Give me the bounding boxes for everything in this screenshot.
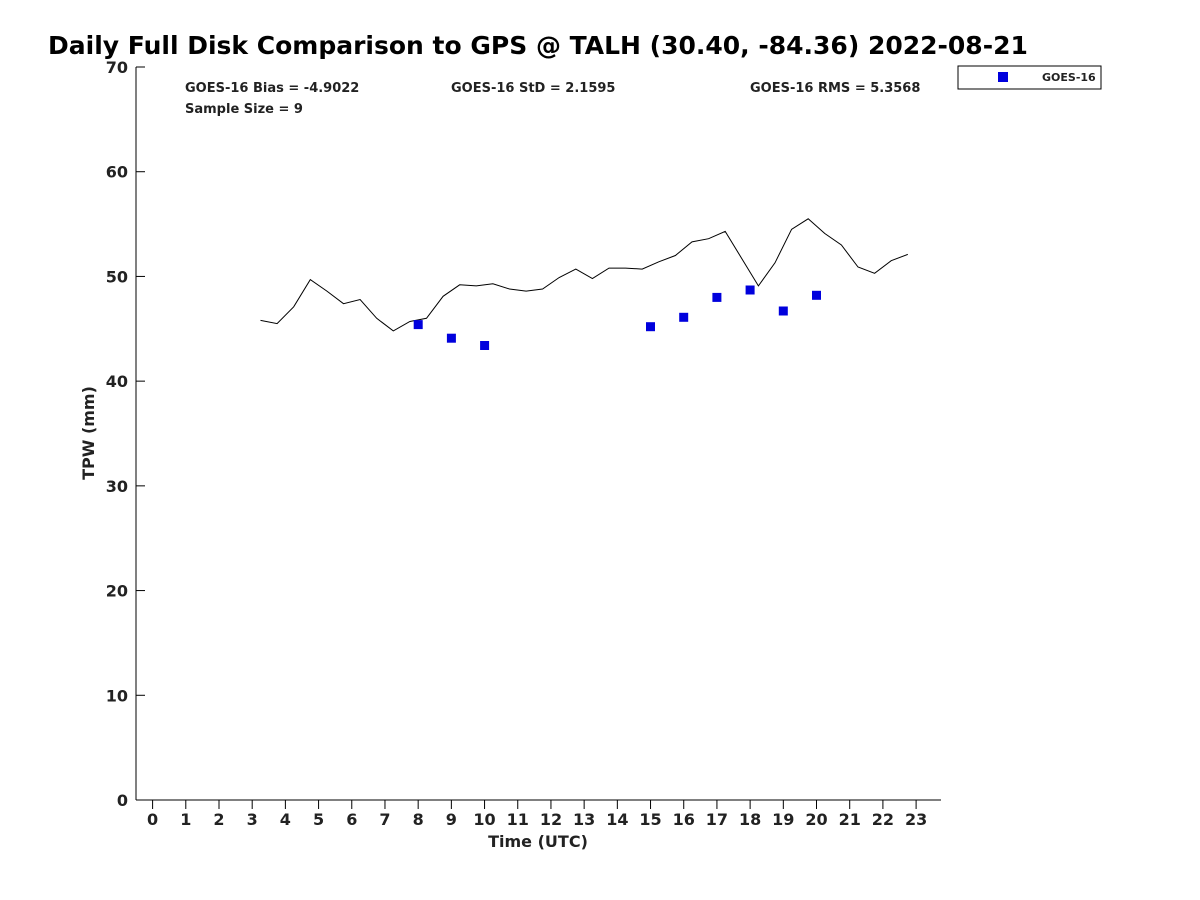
x-tick-label: 11: [507, 810, 529, 829]
x-tick-label: 20: [805, 810, 827, 829]
goes-16-point: [712, 292, 722, 302]
x-tick-label: 23: [905, 810, 927, 829]
bias-stat: GOES-16 Bias = -4.9022: [185, 81, 359, 96]
x-tick-label: 1: [180, 810, 191, 829]
legend-marker-goes-16: [998, 72, 1008, 82]
legend-label-goes-16: GOES-16: [1042, 71, 1096, 84]
y-tick-label: 0: [117, 791, 128, 810]
y-tick-label: 30: [106, 477, 128, 496]
x-tick-label: 14: [606, 810, 628, 829]
x-tick-label: 6: [346, 810, 357, 829]
goes-16-point: [812, 290, 821, 300]
y-tick-label: 20: [106, 582, 128, 601]
x-tick-label: 0: [147, 810, 158, 829]
x-tick-label: 16: [673, 810, 695, 829]
goes-16-point: [745, 285, 755, 295]
x-tick-label: 17: [706, 810, 728, 829]
goes-16-point: [778, 306, 788, 316]
y-axis-ticks: 0 10 20 30 40 50 60 70: [106, 58, 145, 810]
y-tick-label: 10: [106, 686, 128, 705]
sample-size-stat: Sample Size = 9: [185, 102, 303, 117]
x-axis-ticks: 0 1 2 3 4 5 6 7 8 9 10 11 12 13 14 15 16 17 18 19 20 21 22 23: [147, 800, 927, 829]
goes-16-point: [679, 312, 689, 322]
x-tick-label: 22: [872, 810, 894, 829]
legend: GOES-16: [957, 65, 1102, 90]
x-tick-label: 3: [247, 810, 258, 829]
x-tick-label: 9: [446, 810, 457, 829]
chart-title: Daily Full Disk Comparison to GPS @ TALH…: [48, 31, 1028, 60]
std-stat: GOES-16 StD = 2.1595: [451, 81, 615, 96]
x-tick-label: 12: [540, 810, 562, 829]
x-tick-label: 4: [280, 810, 291, 829]
goes-16-point: [646, 322, 655, 332]
x-axis-label: Time (UTC): [488, 832, 588, 851]
x-tick-label: 5: [313, 810, 324, 829]
series-layer: [260, 218, 908, 350]
x-tick-label: 15: [639, 810, 661, 829]
goes-16-point: [480, 341, 490, 350]
x-tick-label: 21: [839, 810, 861, 829]
axes: [135, 67, 941, 801]
x-tick-label: 13: [573, 810, 595, 829]
rms-stat: GOES-16 RMS = 5.3568: [750, 81, 920, 96]
x-tick-label: 8: [413, 810, 424, 829]
gps-tpw-line: [260, 218, 908, 332]
goes-16-point: [446, 333, 456, 343]
x-tick-label: 7: [379, 810, 390, 829]
y-tick-label: 40: [106, 372, 128, 391]
goes-16-point: [413, 320, 423, 330]
x-tick-label: 10: [473, 810, 495, 829]
y-tick-label: 50: [106, 267, 128, 286]
x-tick-label: 2: [213, 810, 224, 829]
y-tick-label: 60: [106, 163, 128, 182]
y-tick-label: 70: [106, 58, 128, 77]
x-tick-label: 19: [772, 810, 794, 829]
x-tick-label: 18: [739, 810, 761, 829]
y-axis-label: TPW (mm): [79, 386, 98, 480]
legend-box: [957, 65, 1102, 90]
